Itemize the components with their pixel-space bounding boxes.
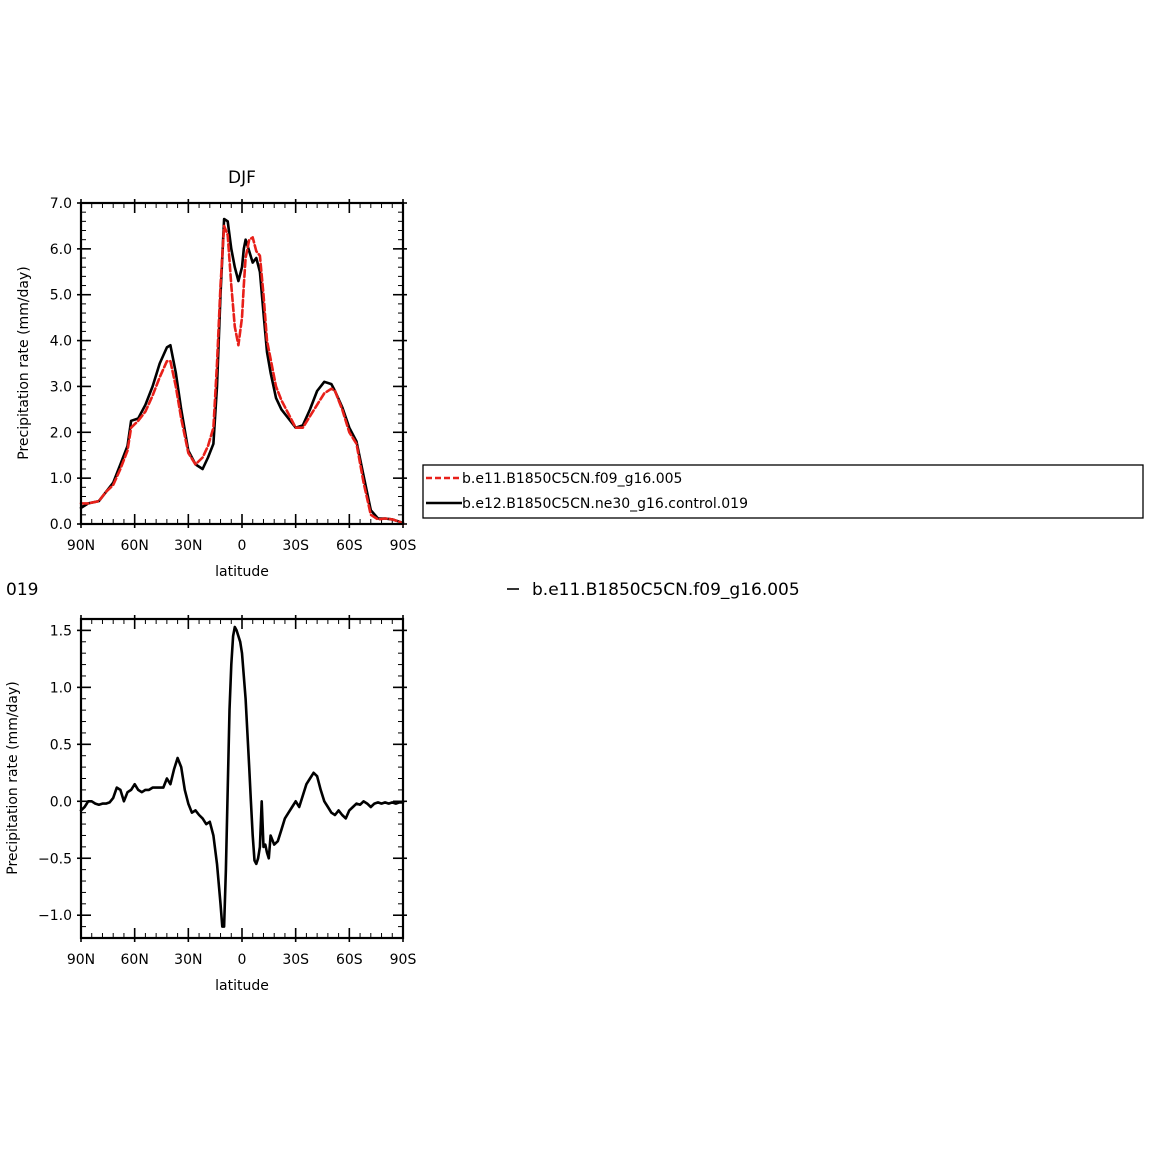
legend-box	[422, 464, 1144, 519]
panel1-y-tick-label: 3.0	[50, 379, 72, 395]
djf-panel: DJF 0.0 1.0 2.0 3.0 4.0 5.0 6.0 7.0 90N 60N 30N 0 30…	[16, 168, 416, 580]
panel1-y-tick-label: 6.0	[50, 242, 72, 258]
panel1-legend: b.e11.B1850C5CN.f09_g16.005 b.e12.B1850C…	[422, 464, 1144, 519]
panel2-series-line-1	[79, 625, 405, 928]
panel1-y-tick-label: 5.0	[50, 288, 72, 304]
panel1-y-tick-label: 2.0	[50, 425, 72, 441]
difference-panel: 019 b.e11.B1850C5CN.f09_g16.005 −1.0 −0.5…	[5, 580, 800, 994]
panel1-series-line-1	[79, 224, 405, 526]
panel2-y-tick-label: 0.0	[50, 794, 72, 810]
panel1-x-axis-label: latitude	[215, 564, 269, 580]
legend-label-series-2: b.e12.B1850C5CN.ne30_g16.control.019	[462, 496, 748, 512]
panel1-plot-frame	[79, 201, 405, 526]
panel1-series-line-2	[79, 217, 405, 525]
panel1-tick-labels: 0.0 1.0 2.0 3.0 4.0 5.0 6.0 7.0 90N 60N 30N 0 30S 60S…	[50, 196, 417, 554]
panel1-y-tick-label: 7.0	[50, 196, 72, 212]
panel2-lines	[79, 625, 405, 928]
panel1-x-tick-label: 60N	[121, 538, 149, 554]
panel1-y-tick-label: 4.0	[50, 334, 72, 350]
panel2-title: 019	[6, 580, 38, 600]
panel1-x-tick-label: 90S	[390, 538, 417, 554]
panel1-title: DJF	[228, 168, 256, 188]
panel2-plot-frame	[79, 617, 405, 940]
panel2-x-tick-label: 90N	[67, 952, 95, 968]
panel2-y-tick-label: 1.0	[50, 680, 72, 696]
panel2-x-tick-label: 60N	[121, 952, 149, 968]
panel1-ticks	[77, 199, 407, 528]
panel2-y-tick-label: 0.5	[50, 737, 72, 753]
panel2-x-tick-label: 30S	[282, 952, 309, 968]
panel1-y-tick-label: 1.0	[50, 471, 72, 487]
panel2-x-axis-label: latitude	[215, 978, 269, 994]
panel2-x-tick-label: 60S	[336, 952, 363, 968]
panel1-lines	[79, 217, 405, 526]
panel2-y-tick-label: 1.5	[50, 623, 72, 639]
panel2-x-tick-label: 30N	[174, 952, 202, 968]
panel2-tick-labels: −1.0 −0.5 0.0 0.5 1.0 1.5 90N 60N 30N 0 30S 60S 90S	[38, 623, 416, 968]
panel2-y-tick-label: −1.0	[38, 908, 72, 924]
panel1-x-tick-label: 0	[238, 538, 247, 554]
panel1-x-tick-label: 90N	[67, 538, 95, 554]
panel1-y-tick-label: 0.0	[50, 517, 72, 533]
legend-label-series-1: b.e11.B1850C5CN.f09_g16.005	[462, 471, 682, 487]
panel2-y-axis-label: Precipitation rate (mm/day)	[5, 681, 21, 875]
panel1-x-tick-label: 30N	[174, 538, 202, 554]
panel1-x-tick-label: 60S	[336, 538, 363, 554]
panel2-y-tick-label: −0.5	[38, 851, 72, 867]
panel2-x-tick-label: 90S	[390, 952, 417, 968]
panel2-legend-label: b.e11.B1850C5CN.f09_g16.005	[532, 580, 800, 600]
panel1-y-axis-label: Precipitation rate (mm/day)	[16, 266, 32, 460]
panel2-x-tick-label: 0	[238, 952, 247, 968]
panel1-x-tick-label: 30S	[282, 538, 309, 554]
